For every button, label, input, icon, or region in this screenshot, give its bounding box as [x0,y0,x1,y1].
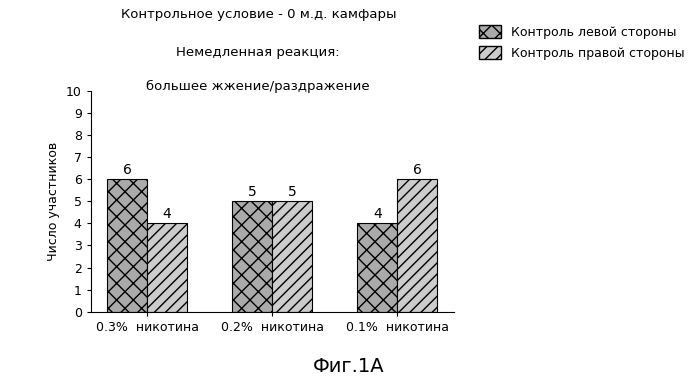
Bar [397,179,438,312]
Bar [147,223,187,312]
Bar [107,179,147,312]
Bar [232,201,272,312]
Text: 6: 6 [413,163,422,177]
Text: 6: 6 [123,163,131,177]
Text: большее жжение/раздражение: большее жжение/раздражение [147,80,370,93]
Text: Фиг.1А: Фиг.1А [313,357,385,376]
Text: Контрольное условие - 0 м.д. камфары: Контрольное условие - 0 м.д. камфары [121,8,396,21]
Legend: Контроль левой стороны, Контроль правой стороны: Контроль левой стороны, Контроль правой … [479,25,685,60]
Text: 4: 4 [373,207,382,221]
Text: 5: 5 [248,185,257,199]
Bar [272,201,312,312]
Text: 4: 4 [163,207,172,221]
Y-axis label: Число участников: Число участников [47,142,60,261]
Text: Немедленная реакция:: Немедленная реакция: [177,46,340,59]
Bar [357,223,397,312]
Text: 5: 5 [288,185,297,199]
